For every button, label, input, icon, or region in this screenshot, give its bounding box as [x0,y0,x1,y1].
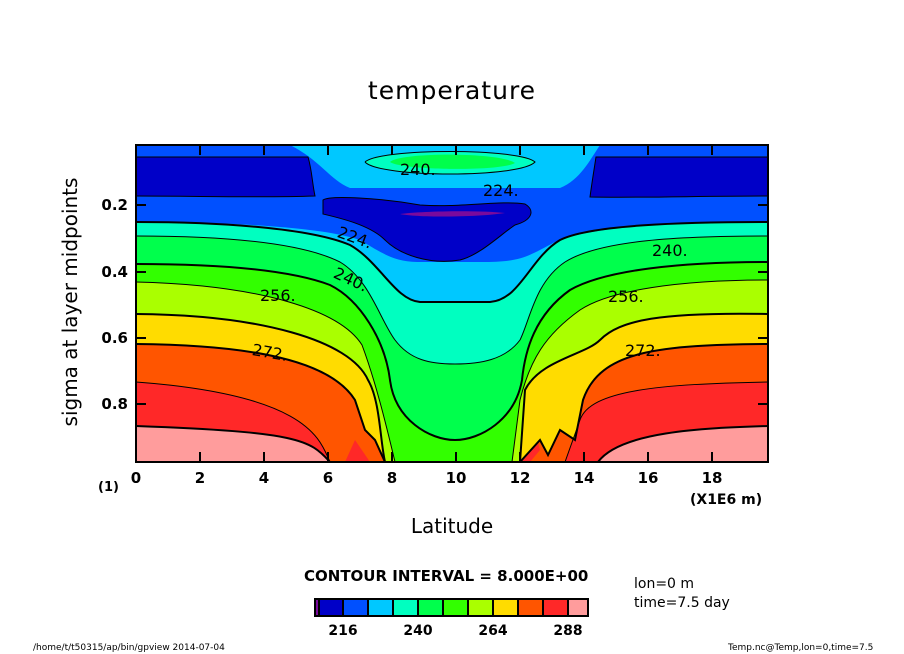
plot-frame [135,144,769,463]
x-tick: 12 [509,469,531,487]
y-axis-marker: (1) [98,480,119,495]
x-tick: 14 [573,469,595,487]
colorbar-tick: 288 [553,623,583,639]
x-tick: 10 [445,469,467,487]
footer-source: Temp.nc@Temp,lon=0,time=7.5 [728,643,874,653]
x-axis-unit: (X1E6 m) [690,492,763,508]
axis-ticks [136,145,768,462]
contour-label: 256. [260,286,296,305]
x-tick: 0 [130,469,142,487]
x-tick: 4 [258,469,270,487]
colorbar-tick: 240 [403,623,433,639]
contour-label: 272. [625,341,661,360]
x-tick: 2 [194,469,206,487]
y-tick: 0.6 [101,329,128,347]
x-tick: 18 [701,469,723,487]
contour-label: 240. [400,160,436,179]
x-tick: 8 [386,469,398,487]
y-tick: 0.4 [101,263,128,281]
contour-interval: CONTOUR INTERVAL = 8.000E+00 [304,567,589,585]
y-tick: 0.8 [101,395,128,413]
lon-info: lon=0 m [634,576,695,592]
y-tick: 0.2 [101,196,128,214]
contour-fill [136,145,768,462]
x-axis-label: Latitude [410,514,494,538]
contour-label: 256. [608,287,644,306]
time-info: time=7.5 day [634,595,730,611]
y-axis-label: sigma at layer midpoints [58,177,82,427]
colorbar-tick: 264 [478,623,508,639]
footer-path: /home/t/t50315/ap/bin/gpview 2014-07-04 [33,643,225,653]
x-tick: 16 [637,469,659,487]
chart-title: temperature [367,76,537,105]
contour-label: 240. [652,241,688,260]
x-tick: 6 [322,469,334,487]
colorbar-tick: 216 [328,623,358,639]
colorbar [314,598,589,617]
contour-label: 224. [483,181,519,200]
